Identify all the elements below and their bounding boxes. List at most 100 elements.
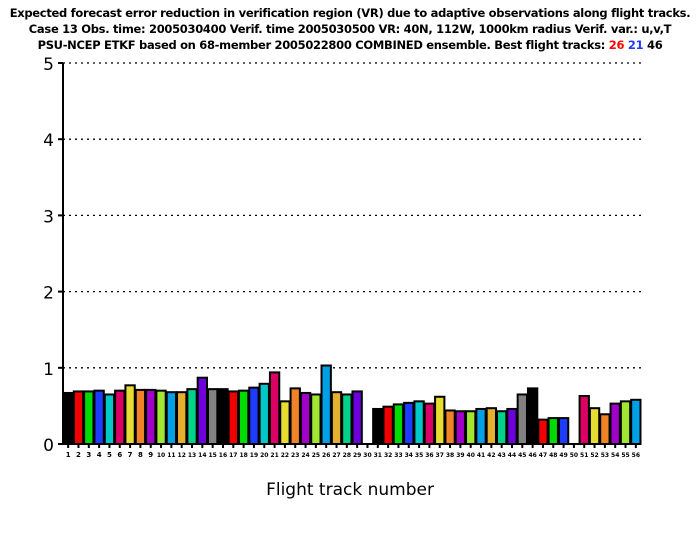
- bar-51: [578, 394, 590, 445]
- bar-19: [248, 386, 260, 445]
- x-tick-label: 33: [394, 452, 402, 459]
- bar-39: [454, 410, 467, 446]
- bar-44: [506, 407, 518, 445]
- best-track-46: 46: [647, 38, 663, 52]
- bar-27: [330, 391, 343, 445]
- x-tick-label: 31: [374, 452, 382, 459]
- x-tick-label: 18: [239, 452, 247, 459]
- x-tick-label: 29: [353, 452, 361, 459]
- x-tick-label: 32: [384, 452, 392, 459]
- x-tick-label: 51: [580, 452, 588, 459]
- x-tick-label: 36: [425, 452, 433, 459]
- bar-5: [103, 393, 116, 445]
- bar-37: [434, 395, 446, 446]
- bar-52: [588, 407, 601, 446]
- x-tick-label: 6: [117, 451, 122, 459]
- y-tick-label: 4: [43, 131, 54, 151]
- x-axis-label: Flight track number: [266, 480, 434, 500]
- bar-33: [392, 403, 405, 446]
- y-tick-label: 1: [43, 360, 54, 380]
- x-tick-label: 47: [539, 452, 547, 459]
- title-line-3: PSU-NCEP ETKF based on 68-member 2005022…: [0, 38, 700, 52]
- bar-25: [310, 393, 322, 445]
- bar-43: [496, 410, 508, 446]
- x-tick-label: 2: [76, 451, 81, 459]
- bar-17: [227, 390, 239, 445]
- x-tick-label: 11: [167, 452, 175, 459]
- x-tick-label: 48: [549, 452, 557, 459]
- x-tick-label: 34: [405, 452, 413, 459]
- bar-21: [268, 371, 281, 446]
- x-tick-label: 54: [611, 452, 619, 459]
- bar-4: [93, 389, 105, 446]
- bar-18: [237, 389, 250, 446]
- best-tracks: 26 21 46: [609, 38, 663, 52]
- x-tick-label: 28: [343, 452, 351, 459]
- bar-32: [382, 405, 394, 445]
- x-tick-label: 3: [86, 451, 91, 459]
- bar-38: [444, 409, 456, 445]
- x-tick-label: 44: [508, 452, 516, 459]
- x-tick-label: 24: [301, 452, 309, 459]
- bar-55: [619, 400, 632, 446]
- y-tick-label: 3: [43, 207, 54, 227]
- x-tick-label: 12: [178, 452, 186, 459]
- x-tick-label: 55: [621, 452, 629, 459]
- bar-3: [83, 390, 95, 445]
- y-tick-label: 5: [43, 55, 54, 75]
- x-tick-label: 39: [456, 452, 464, 459]
- x-tick-label: 53: [601, 452, 609, 459]
- x-tick-label: 37: [436, 452, 444, 459]
- bar-1: [62, 391, 74, 446]
- title-line-3-text: PSU-NCEP ETKF based on 68-member 2005022…: [37, 38, 609, 52]
- bar-8: [134, 388, 147, 446]
- x-tick-label: 30: [363, 452, 371, 459]
- x-tick-label: 46: [528, 452, 536, 459]
- x-tick-label: 21: [270, 452, 278, 459]
- x-tick-label: 35: [415, 452, 423, 459]
- bar-14: [196, 376, 209, 445]
- bar-2: [72, 390, 85, 445]
- best-track-21: 21: [627, 38, 648, 52]
- x-tick-label: 50: [570, 452, 578, 459]
- bar-9: [145, 388, 157, 446]
- x-tick-label: 13: [188, 452, 196, 459]
- x-tick-label: 23: [291, 452, 299, 459]
- x-tick-label: 20: [260, 452, 268, 459]
- bar-46: [526, 387, 539, 445]
- x-tick-label: 7: [128, 451, 133, 459]
- bar-53: [599, 413, 611, 446]
- bar-41: [475, 407, 487, 445]
- title-line-1: Expected forecast error reduction in ver…: [9, 6, 691, 20]
- bar-22: [279, 400, 291, 446]
- x-tick-label: 17: [229, 452, 237, 459]
- y-tick-label: 2: [43, 284, 54, 304]
- x-tick-label: 49: [559, 452, 567, 459]
- x-tick-label: 4: [97, 451, 102, 459]
- x-tick-label: 41: [477, 452, 485, 459]
- bar-28: [341, 393, 353, 445]
- x-tick-label: 19: [250, 452, 258, 459]
- bar-49: [557, 417, 570, 446]
- bar-24: [299, 391, 312, 446]
- bar-26: [320, 364, 332, 446]
- x-tick-label: 14: [198, 452, 206, 459]
- x-tick-label: 8: [138, 451, 143, 459]
- bar-20: [258, 382, 270, 445]
- x-tick-label: 27: [332, 452, 340, 459]
- x-tick-label: 22: [281, 452, 289, 459]
- x-tick-label: 16: [219, 452, 227, 459]
- x-tick-label: 56: [632, 452, 640, 459]
- bar-40: [465, 410, 477, 446]
- x-tick-label: 25: [312, 452, 320, 459]
- bar-23: [289, 387, 301, 445]
- bar-11: [165, 391, 178, 445]
- bar-29: [351, 390, 363, 445]
- bar-16: [217, 388, 229, 445]
- bar-47: [537, 418, 549, 445]
- x-tick-label: 45: [518, 452, 526, 459]
- bar-35: [413, 400, 425, 446]
- bar-6: [114, 389, 126, 446]
- title-line-2: Case 13 Obs. time: 2005030400 Verif. tim…: [28, 22, 672, 36]
